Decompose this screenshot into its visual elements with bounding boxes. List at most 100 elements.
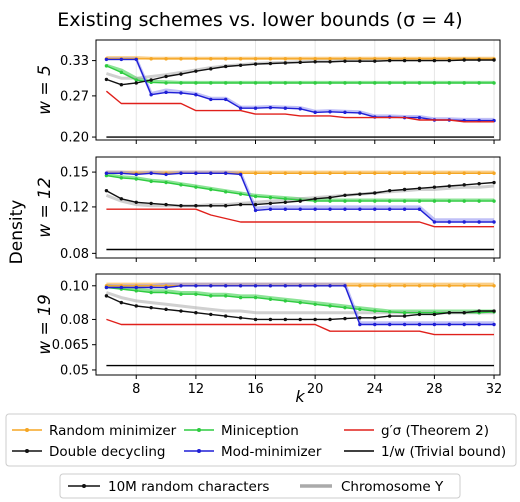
data-point: [373, 284, 377, 288]
chart-title: Existing schemes vs. lower bounds (σ = 4…: [57, 9, 462, 31]
data-point: [164, 202, 168, 207]
data-point: [253, 62, 258, 66]
data-point: [149, 171, 153, 175]
data-point: [402, 311, 407, 315]
legend-marker: [25, 428, 29, 432]
data-point: [387, 207, 392, 211]
panel-label: w = 19: [35, 294, 55, 355]
data-point: [238, 63, 243, 67]
data-point: [268, 284, 273, 288]
data-point: [328, 304, 332, 308]
y-tick-label: 0.08: [60, 247, 89, 262]
data-point: [373, 191, 377, 195]
legend: Random minimizer Miniception g′σ (Theorem …: [5, 413, 517, 499]
data-point: [328, 57, 332, 61]
data-point: [358, 322, 362, 327]
data-point: [358, 81, 362, 85]
x-tick-label: 24: [367, 382, 384, 397]
data-point: [194, 292, 198, 296]
data-point: [119, 300, 124, 305]
y-tick-label: 0.33: [60, 54, 89, 69]
data-point: [313, 207, 317, 211]
data-point: [283, 57, 288, 61]
data-point: [104, 77, 109, 82]
x-tick-label: 8: [132, 382, 140, 397]
data-point: [358, 171, 362, 175]
panel-frame: [95, 273, 501, 376]
data-point: [387, 171, 392, 175]
panel-label: w = 5: [35, 65, 55, 115]
data-point: [462, 199, 466, 203]
data-point: [194, 284, 198, 288]
data-point: [179, 309, 183, 313]
data-point: [134, 304, 138, 308]
data-point: [313, 284, 317, 288]
data-point: [492, 58, 496, 62]
data-point: [298, 57, 302, 61]
data-point: [149, 290, 153, 295]
data-point: [402, 58, 407, 63]
data-point: [358, 59, 362, 63]
data-point: [179, 183, 183, 187]
legend-marker: [82, 484, 86, 488]
x-tick-label: 16: [247, 382, 264, 397]
data-point: [209, 171, 213, 175]
data-point: [238, 202, 243, 207]
data-point: [223, 81, 228, 85]
data-point: [387, 322, 392, 327]
data-point: [492, 171, 496, 175]
data-point: [179, 284, 183, 288]
data-point: [477, 58, 481, 62]
data-point: [164, 307, 168, 312]
data-point: [164, 74, 168, 79]
data-point: [223, 294, 228, 298]
data-point: [447, 322, 452, 327]
data-point: [477, 81, 481, 85]
data-point: [209, 97, 213, 102]
data-point: [149, 201, 153, 206]
data-point: [164, 90, 168, 95]
data-point: [477, 182, 481, 186]
data-point: [447, 58, 452, 63]
data-point: [104, 57, 109, 62]
data-point: [238, 295, 243, 300]
panel-1: 0.20 0.27 0.33 w = 5: [35, 39, 501, 146]
data-point: [238, 172, 243, 177]
legend-label: Double decycling: [49, 444, 165, 460]
data-point: [447, 171, 452, 175]
data-point: [462, 220, 466, 224]
data-point: [134, 200, 138, 204]
data-point: [417, 199, 422, 203]
data-point: [313, 317, 317, 322]
x-tick-label: 20: [307, 382, 324, 397]
data-point: [238, 81, 243, 85]
data-point: [119, 83, 124, 87]
data-point: [149, 93, 153, 97]
data-point: [238, 106, 243, 110]
data-point: [179, 171, 183, 175]
data-point: [343, 305, 347, 310]
data-point: [134, 172, 138, 177]
legend-box: [5, 413, 517, 467]
data-point: [164, 180, 168, 185]
data-point: [477, 199, 481, 203]
data-point: [209, 67, 213, 71]
data-point: [477, 284, 481, 288]
data-point: [298, 199, 302, 203]
legend-marker: [25, 449, 29, 453]
data-point: [462, 311, 466, 315]
data-point: [343, 316, 347, 321]
data-point: [358, 199, 362, 203]
data-point: [492, 322, 496, 327]
data-point: [417, 322, 422, 327]
data-point: [447, 184, 452, 188]
data-point: [194, 81, 198, 85]
data-point: [283, 284, 288, 288]
data-point: [373, 171, 377, 175]
data-point: [373, 316, 377, 320]
y-tick-label: 0.27: [60, 89, 89, 104]
data-point: [223, 314, 228, 318]
data-point: [462, 58, 466, 62]
x-axis-label: k: [295, 387, 305, 406]
data-point: [477, 322, 481, 327]
